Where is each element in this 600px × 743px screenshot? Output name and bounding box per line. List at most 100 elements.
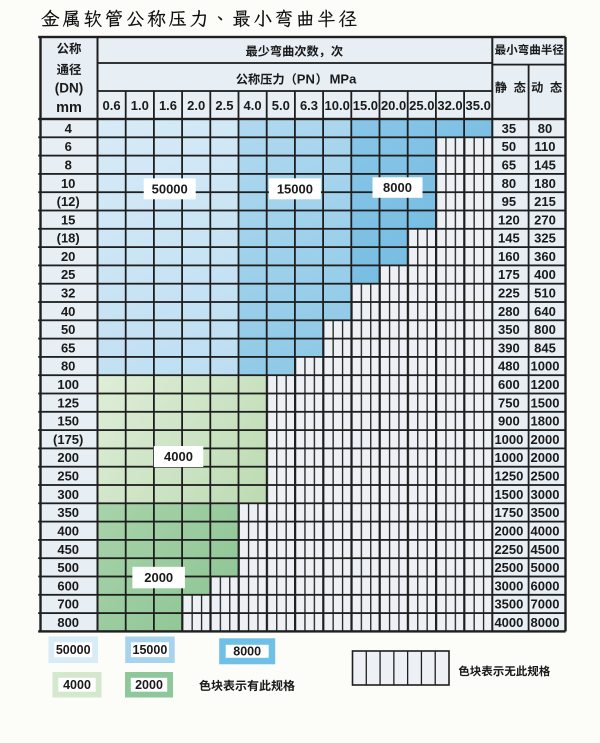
svg-text:4500: 4500 [531, 542, 560, 557]
svg-text:400: 400 [57, 524, 79, 539]
svg-text:4.0: 4.0 [244, 98, 262, 113]
svg-text:640: 640 [534, 304, 556, 319]
svg-text:1500: 1500 [494, 487, 523, 502]
svg-text:1800: 1800 [531, 414, 560, 429]
svg-text:700: 700 [57, 597, 79, 612]
svg-text:270: 270 [534, 212, 556, 227]
svg-text:(DN): (DN) [55, 81, 84, 96]
svg-text:4000: 4000 [494, 615, 523, 630]
svg-text:215: 215 [534, 194, 556, 209]
svg-text:3000: 3000 [531, 487, 560, 502]
svg-text:35: 35 [502, 121, 516, 136]
svg-text:160: 160 [498, 249, 520, 264]
svg-text:0.6: 0.6 [103, 98, 121, 113]
svg-text:3500: 3500 [494, 597, 523, 612]
svg-text:4000: 4000 [63, 678, 91, 692]
svg-text:(12): (12) [57, 194, 80, 209]
svg-text:800: 800 [57, 615, 79, 630]
svg-text:PN: PN [297, 72, 315, 87]
svg-text:4: 4 [65, 121, 73, 136]
svg-text:2000: 2000 [135, 678, 163, 692]
svg-text:10: 10 [61, 176, 75, 191]
svg-text:350: 350 [498, 322, 520, 337]
svg-text:2000: 2000 [531, 432, 560, 447]
svg-text:845: 845 [534, 340, 556, 355]
svg-text:15000: 15000 [277, 181, 313, 196]
svg-text:mm: mm [56, 100, 82, 116]
svg-text:2.5: 2.5 [215, 98, 233, 113]
svg-text:1.0: 1.0 [131, 98, 149, 113]
svg-text:280: 280 [498, 304, 520, 319]
svg-text:3500: 3500 [531, 505, 560, 520]
svg-text:15: 15 [61, 212, 75, 227]
svg-text:4000: 4000 [164, 449, 193, 464]
svg-text:750: 750 [498, 395, 520, 410]
svg-text:175: 175 [498, 267, 520, 282]
svg-text:50: 50 [502, 139, 516, 154]
svg-text:1750: 1750 [494, 505, 523, 520]
svg-text:5000: 5000 [531, 560, 560, 575]
svg-text:5.0: 5.0 [272, 98, 290, 113]
svg-text:500: 500 [57, 560, 79, 575]
svg-text:450: 450 [57, 542, 79, 557]
svg-text:225: 225 [498, 286, 520, 301]
svg-text:65: 65 [502, 157, 516, 172]
svg-text:2500: 2500 [494, 560, 523, 575]
svg-text:6: 6 [65, 139, 72, 154]
svg-text:145: 145 [534, 157, 556, 172]
svg-text:40: 40 [61, 304, 75, 319]
svg-text:MPa: MPa [330, 72, 358, 87]
svg-text:1.6: 1.6 [159, 98, 177, 113]
svg-text:360: 360 [534, 249, 556, 264]
svg-text:390: 390 [498, 340, 520, 355]
svg-text:1200: 1200 [531, 377, 560, 392]
svg-text:15000: 15000 [133, 643, 168, 657]
svg-text:800: 800 [534, 322, 556, 337]
svg-text:1000: 1000 [494, 450, 523, 465]
svg-text:95: 95 [502, 194, 516, 209]
svg-text:900: 900 [498, 414, 520, 429]
svg-text:510: 510 [534, 286, 556, 301]
svg-text:4000: 4000 [531, 524, 560, 539]
svg-text:8000: 8000 [233, 645, 261, 659]
svg-text:50000: 50000 [152, 181, 188, 196]
svg-text:6.3: 6.3 [300, 98, 318, 113]
svg-text:7000: 7000 [531, 597, 560, 612]
svg-text:(175): (175) [53, 432, 83, 447]
svg-text:300: 300 [57, 487, 79, 502]
svg-text:2000: 2000 [494, 524, 523, 539]
svg-text:480: 480 [498, 359, 520, 374]
svg-text:1500: 1500 [531, 395, 560, 410]
svg-text:325: 325 [534, 231, 556, 246]
svg-text:10.0: 10.0 [325, 98, 350, 113]
svg-text:8000: 8000 [383, 180, 412, 195]
svg-text:350: 350 [57, 505, 79, 520]
svg-text:1250: 1250 [494, 469, 523, 484]
svg-text:2500: 2500 [531, 469, 560, 484]
svg-text:20: 20 [61, 249, 75, 264]
svg-text:400: 400 [534, 267, 556, 282]
svg-text:120: 120 [498, 212, 520, 227]
svg-text:2.0: 2.0 [187, 98, 205, 113]
svg-text:110: 110 [535, 139, 556, 154]
svg-text:2000: 2000 [144, 570, 173, 585]
svg-text:35.0: 35.0 [466, 98, 491, 113]
svg-text:(18): (18) [57, 231, 80, 246]
svg-text:150: 150 [57, 414, 79, 429]
svg-text:200: 200 [57, 450, 79, 465]
svg-text:100: 100 [57, 377, 79, 392]
svg-text:50: 50 [61, 322, 75, 337]
svg-text:145: 145 [498, 231, 520, 246]
svg-text:1000: 1000 [494, 432, 523, 447]
svg-text:32: 32 [61, 286, 75, 301]
svg-text:80: 80 [538, 121, 552, 136]
svg-text:32.0: 32.0 [437, 98, 462, 113]
svg-text:15.0: 15.0 [353, 98, 378, 113]
svg-text:2250: 2250 [494, 542, 523, 557]
svg-text:25: 25 [61, 267, 75, 282]
svg-text:3000: 3000 [494, 578, 523, 593]
svg-text:180: 180 [534, 176, 556, 191]
svg-text:25.0: 25.0 [409, 98, 434, 113]
svg-text:50000: 50000 [56, 643, 91, 657]
svg-text:250: 250 [57, 469, 79, 484]
